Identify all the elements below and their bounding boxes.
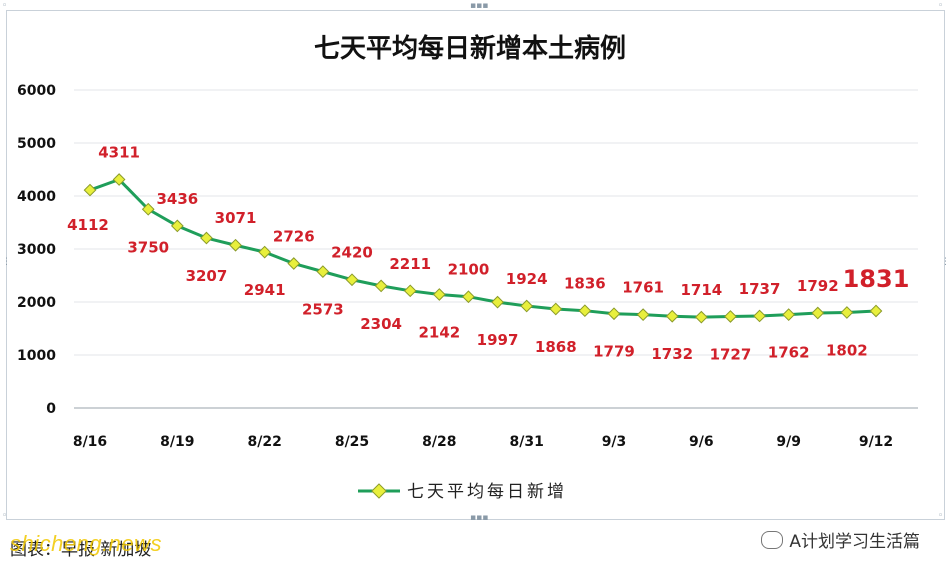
data-point — [491, 295, 504, 309]
data-label: 4311 — [98, 144, 140, 162]
line-chart: 七天平均每日新增本土病例 0 1000 2000 3000 4000 5000 6000 8… — [17, 33, 918, 502]
x-tick-label: 8/22 — [247, 434, 281, 450]
data-label: 2142 — [418, 323, 460, 341]
data-point — [462, 290, 475, 304]
data-point — [520, 299, 534, 313]
resize-handle-top-left[interactable]: ◦ — [2, 1, 8, 11]
y-tick-label: 2000 — [17, 295, 56, 311]
series-line — [89, 178, 877, 319]
data-label: 3750 — [127, 238, 169, 256]
x-tick-label: 9/12 — [859, 434, 893, 450]
legend-label: 七天平均每日新增 — [407, 482, 567, 502]
x-axis-ticks: 8/16 8/19 8/22 8/25 8/28 8/31 9/3 9/6 9/9 9/12 — [73, 434, 893, 450]
data-label: 1732 — [651, 345, 693, 363]
resize-handle-top[interactable]: ▪▪▪ — [470, 1, 489, 11]
data-label: 1792 — [797, 277, 839, 295]
x-tick-label: 9/9 — [776, 434, 801, 450]
data-point — [840, 306, 854, 319]
chart-frame — [6, 10, 945, 520]
data-label: 2420 — [331, 244, 373, 262]
data-point — [665, 309, 679, 323]
data-point — [549, 302, 563, 316]
data-label: 2304 — [360, 315, 402, 333]
data-point — [607, 307, 621, 321]
y-axis-ticks: 0 1000 2000 3000 4000 5000 6000 — [17, 83, 56, 417]
resize-handle-bottom-right[interactable]: ◦ — [938, 511, 944, 521]
data-point — [374, 279, 388, 293]
y-tick-label: 5000 — [17, 136, 56, 152]
data-point — [403, 284, 417, 298]
data-point — [316, 265, 330, 278]
legend: 七天平均每日新增 — [358, 482, 567, 502]
data-label: 1762 — [768, 344, 810, 362]
x-tick-label: 8/31 — [509, 434, 543, 450]
watermark: shicheng.news — [10, 531, 163, 556]
data-label: 2941 — [244, 281, 286, 299]
y-tick-label: 1000 — [17, 348, 56, 364]
data-labels-layer: 4112 4311 3750 3436 3207 3071 2941 2726 2573 2420… — [67, 144, 909, 364]
y-tick-label: 4000 — [17, 189, 56, 205]
data-label: 1727 — [710, 345, 752, 363]
data-point — [345, 273, 359, 287]
data-point — [141, 202, 155, 216]
data-label: 3207 — [186, 267, 228, 285]
resize-handle-bottom[interactable]: ▪▪▪ — [470, 513, 489, 523]
data-label: 1714 — [680, 281, 722, 299]
brand-badge: A计划学习生活篇 — [761, 527, 920, 552]
data-point — [258, 245, 272, 259]
data-label: 3071 — [215, 209, 257, 227]
data-point — [229, 238, 242, 252]
data-point — [694, 310, 708, 324]
series-layer — [83, 173, 883, 324]
data-label: 2100 — [448, 261, 490, 279]
data-point — [811, 306, 825, 320]
data-label: 2573 — [302, 301, 344, 319]
data-label: 3436 — [156, 190, 198, 208]
legend-marker — [371, 483, 387, 499]
gridlines — [74, 89, 918, 409]
data-label: 1761 — [622, 279, 664, 297]
data-label: 1802 — [826, 341, 868, 359]
data-label: 1836 — [564, 275, 606, 293]
data-point — [200, 231, 213, 245]
x-tick-label: 8/28 — [422, 434, 456, 450]
resize-handle-left[interactable]: ⋮ — [2, 257, 11, 267]
resize-handle-top-right[interactable]: ◦ — [938, 1, 944, 11]
x-tick-label: 8/16 — [73, 434, 107, 450]
data-point — [578, 304, 592, 318]
data-label: 1997 — [477, 331, 519, 349]
data-point — [636, 308, 650, 322]
wechat-icon — [761, 530, 784, 549]
data-label: 1737 — [739, 280, 781, 298]
data-point — [83, 183, 97, 197]
x-tick-label: 9/3 — [602, 434, 627, 450]
data-label: 4112 — [67, 216, 109, 234]
brand-name: A计划学习生活篇 — [789, 532, 920, 552]
x-tick-label: 9/6 — [689, 434, 714, 450]
data-label: 1779 — [593, 343, 635, 361]
resize-handle-bottom-left[interactable]: ◦ — [2, 511, 8, 521]
footer: 图表：早报 新加坡 shicheng.news A计划学习生活篇 — [0, 522, 952, 565]
chart-title: 七天平均每日新增本土病例 — [314, 33, 626, 64]
data-point — [170, 219, 184, 233]
data-label: 1868 — [535, 338, 577, 356]
data-point — [869, 304, 883, 318]
y-tick-label: 3000 — [17, 242, 56, 258]
data-point — [432, 288, 446, 301]
resize-handle-right[interactable]: ⋮ — [941, 257, 950, 267]
data-point — [287, 257, 301, 270]
data-label: 2211 — [389, 255, 431, 273]
data-label: 1831 — [843, 265, 910, 293]
data-point — [112, 173, 126, 186]
source-credit: 图表：早报 新加坡 — [10, 540, 152, 560]
y-tick-label: 6000 — [17, 83, 56, 99]
data-label: 2726 — [273, 228, 315, 246]
y-tick-label: 0 — [46, 401, 56, 417]
data-point — [753, 309, 766, 323]
x-tick-label: 8/19 — [160, 434, 194, 450]
x-tick-label: 8/25 — [335, 434, 369, 450]
data-point — [724, 310, 737, 323]
data-label: 1924 — [506, 270, 548, 288]
data-point — [782, 308, 796, 321]
